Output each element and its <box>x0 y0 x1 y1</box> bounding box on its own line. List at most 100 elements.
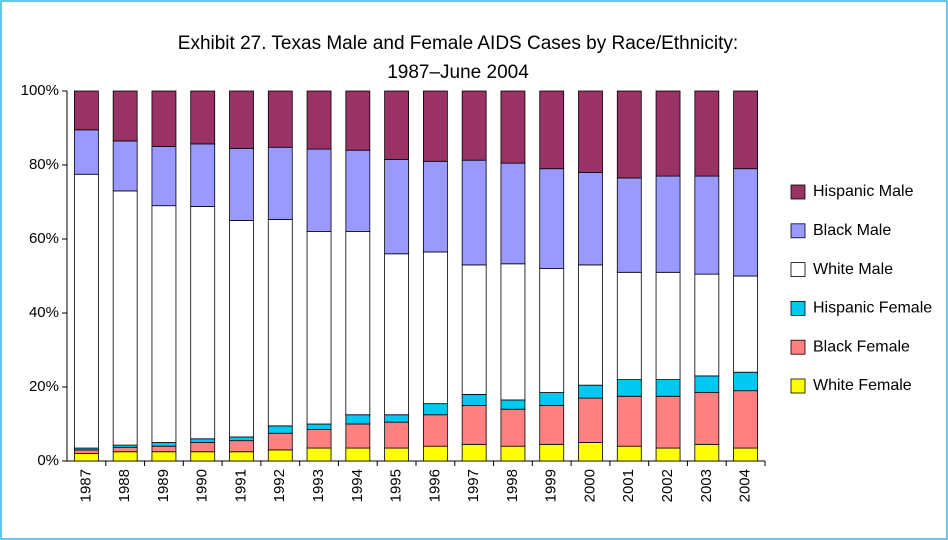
bar-segment <box>616 445 642 462</box>
bar-segment <box>229 220 254 438</box>
y-tick-label: 100% <box>21 82 59 99</box>
bar-segment <box>229 440 254 453</box>
bar-segment <box>500 162 526 265</box>
bar-segment <box>694 175 720 275</box>
x-tick-label: 1990 <box>194 469 211 502</box>
bar-segment <box>539 168 565 269</box>
bar-segment <box>422 445 448 462</box>
bar-segment <box>655 175 681 273</box>
bar-segment <box>539 443 565 462</box>
x-tick-label: 1987 <box>77 469 94 502</box>
bar-segment <box>345 231 371 416</box>
bar-segment <box>112 446 138 453</box>
chart-title: Exhibit 27. Texas Male and Female AIDS C… <box>178 33 738 54</box>
bar-segment <box>384 159 410 255</box>
bar-segment <box>306 231 332 425</box>
bar-segment <box>306 429 332 449</box>
bar-segment <box>461 90 487 161</box>
bar-segment <box>694 392 720 445</box>
bar-segment <box>229 147 254 221</box>
bar-segment <box>112 140 138 192</box>
bar-segment <box>190 90 216 145</box>
bar-segment <box>733 275 759 373</box>
x-tick-label: 1997 <box>465 469 482 502</box>
bar-segment <box>500 408 526 447</box>
x-tick-label: 1991 <box>232 469 249 502</box>
y-tick-label: 80% <box>29 156 59 173</box>
bar-segment <box>422 90 448 162</box>
bar-segment <box>500 263 526 401</box>
y-tick-label: 20% <box>29 378 59 395</box>
bar-segment <box>190 442 216 453</box>
x-tick-label: 1992 <box>271 469 288 502</box>
chart-subtitle: 1987–June 2004 <box>387 62 529 83</box>
x-tick-label: 2001 <box>620 469 637 502</box>
x-tick-label: 1989 <box>155 469 172 502</box>
legend-label: Black Female <box>813 338 910 355</box>
x-tick-label: 1996 <box>426 469 443 502</box>
bar-segment <box>151 451 177 462</box>
bar-segment <box>267 432 293 451</box>
bar-segment <box>733 447 759 462</box>
bar-segment <box>616 379 642 397</box>
bar-segment <box>190 451 216 462</box>
bar-segment <box>422 251 448 405</box>
bar-segment <box>384 253 410 416</box>
legend-label: Black Male <box>813 222 891 239</box>
bar-segment <box>112 190 138 446</box>
bar-segment <box>73 90 99 131</box>
bar-segment <box>384 421 410 449</box>
bar-segment <box>306 148 332 232</box>
legend-swatch <box>790 184 806 200</box>
bar-segment <box>461 159 487 266</box>
bar-segment <box>151 442 177 447</box>
bar-segment <box>345 423 371 449</box>
bar-segment <box>694 443 720 462</box>
x-tick-label: 1994 <box>349 469 366 502</box>
x-tick-label: 1995 <box>388 469 405 502</box>
bar-segment <box>229 451 254 462</box>
bar-segment <box>539 405 565 445</box>
x-tick-label: 1993 <box>310 469 327 502</box>
bar-segment <box>500 90 526 164</box>
bar-segment <box>384 447 410 462</box>
bar-segment <box>190 438 216 443</box>
bar-segment <box>345 414 371 425</box>
bar-segment <box>112 90 138 142</box>
x-tick-label: 1999 <box>543 469 560 502</box>
x-tick-label: 1988 <box>116 469 133 502</box>
y-tick-label: 60% <box>29 230 59 247</box>
bar-segment <box>267 425 293 434</box>
legend-label: White Female <box>813 377 912 394</box>
bar-segment <box>229 436 254 442</box>
x-tick-label: 2004 <box>737 469 754 502</box>
bar-segment <box>578 264 603 386</box>
bar-segment <box>616 395 642 447</box>
bar-segment <box>306 423 332 430</box>
bar-segment <box>733 168 759 277</box>
bar-segment <box>384 414 410 423</box>
bar-segment <box>733 90 759 170</box>
bar-segment <box>422 160 448 253</box>
bar-segment <box>267 449 293 462</box>
bar-segment <box>539 268 565 393</box>
bar-segment <box>267 146 293 220</box>
bar-segment <box>151 205 177 443</box>
bar-segment <box>151 90 177 147</box>
bar-segment <box>73 453 99 462</box>
bar-segment <box>733 371 759 392</box>
bar-segment <box>345 149 371 232</box>
legend-swatch <box>790 262 806 278</box>
bar-segment <box>267 90 293 148</box>
bar-segment <box>655 271 681 380</box>
bar-segment <box>73 129 99 175</box>
bar-segment <box>384 90 410 160</box>
y-tick-label: 0% <box>37 452 59 469</box>
bar-segment <box>578 171 603 266</box>
bar-segment <box>112 451 138 462</box>
bar-segment <box>151 445 177 453</box>
bar-segment <box>461 393 487 406</box>
bar-segment <box>578 384 603 399</box>
bar-segment <box>151 146 177 207</box>
